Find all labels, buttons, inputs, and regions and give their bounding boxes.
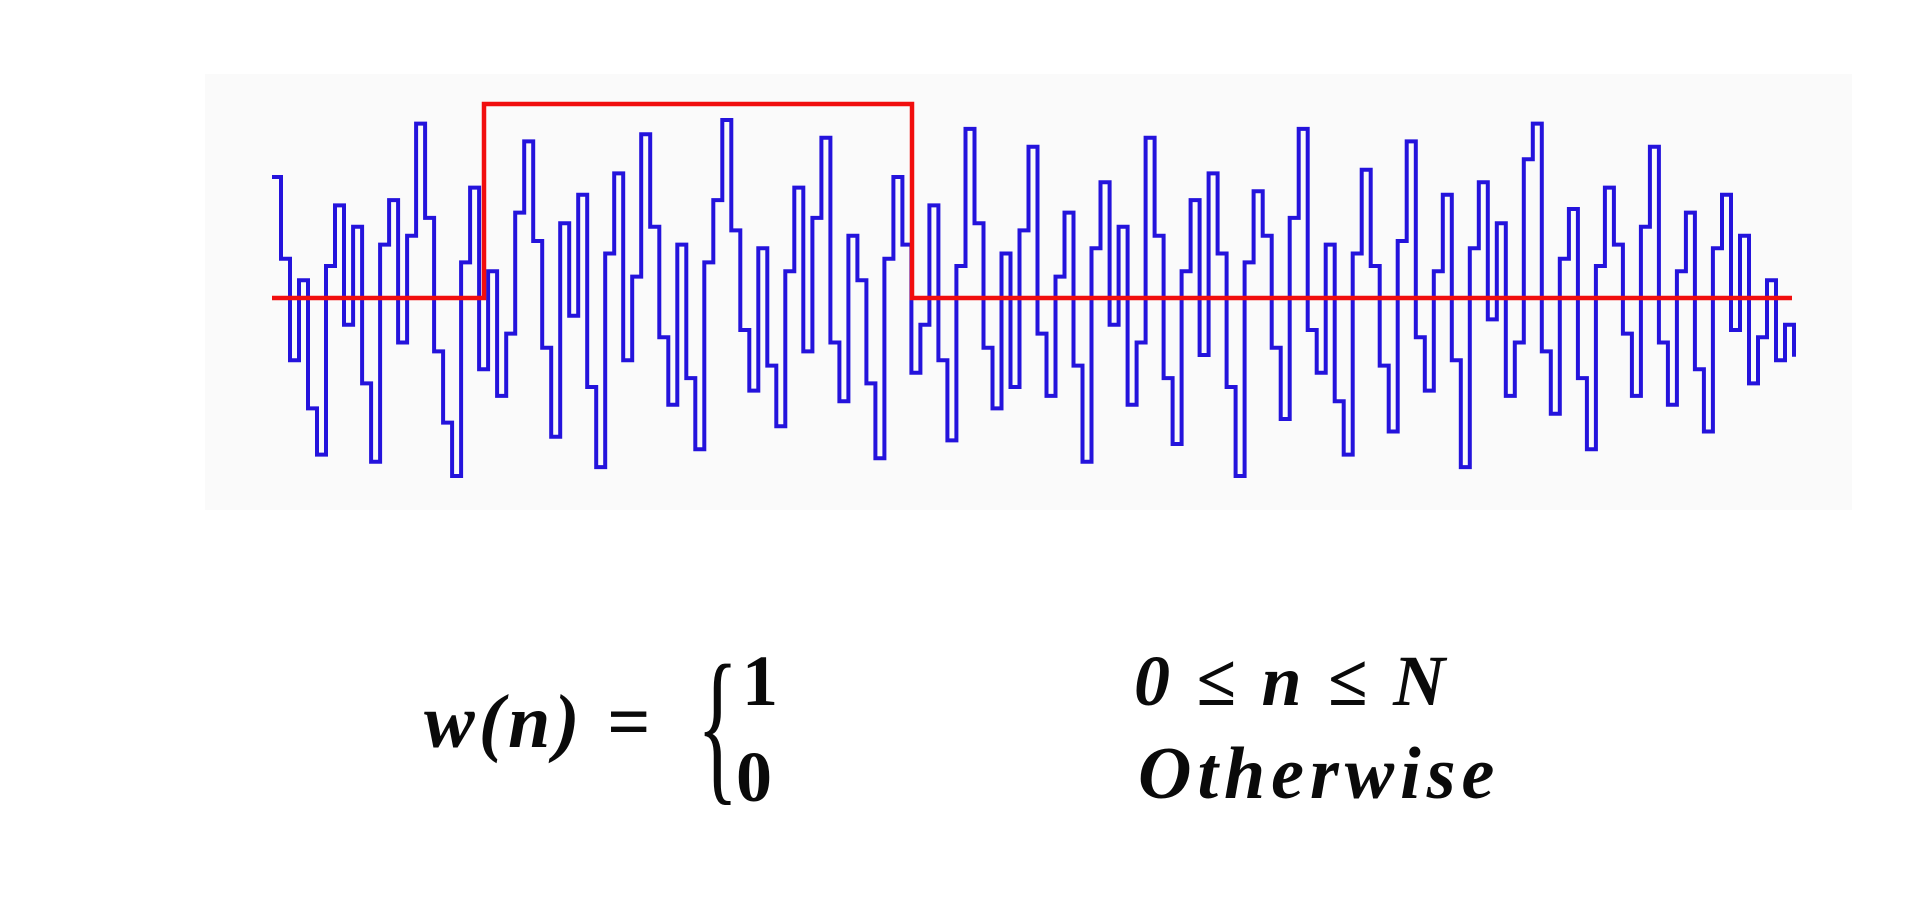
case-value-top: 1 [742,641,778,721]
formula-lhs: w(n) = [424,680,654,764]
case-condition-range: 0 ≤ n ≤ N [1134,641,1450,721]
signal-waveform [272,118,1796,478]
cases-brace: { [696,630,739,820]
case-condition-otherwise: Otherwise [1138,733,1501,815]
rect-window-outline [272,101,1792,301]
case-value-bottom: 0 [736,737,772,817]
